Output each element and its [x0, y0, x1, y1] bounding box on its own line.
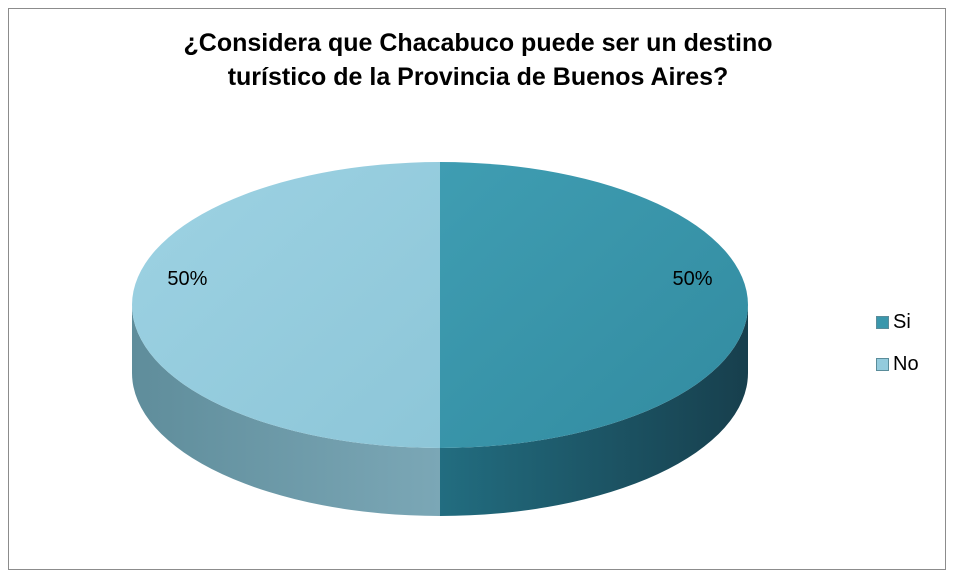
chart-title-line-1: ¿Considera que Chacabuco puede ser un de… — [183, 29, 773, 57]
pie-side-no — [132, 305, 440, 516]
legend-swatch-no — [876, 357, 889, 371]
chart-title-line-2: turístico de la Provincia de Buenos Aire… — [227, 63, 729, 91]
pie-side-si — [440, 305, 748, 516]
chart-title: ¿Considera que Chacabuco puede ser un de… — [0, 26, 956, 94]
legend: Si No — [876, 307, 919, 391]
legend-item-no: No — [876, 349, 919, 379]
legend-label-si: Si — [893, 310, 911, 333]
data-label-si: 50% — [673, 268, 713, 290]
pie-slice-no — [132, 162, 440, 448]
legend-label-no: No — [893, 352, 919, 375]
legend-swatch-si — [876, 315, 889, 329]
pie-slice-si — [440, 162, 748, 448]
legend-item-si: Si — [876, 307, 919, 337]
data-label-no: 50% — [167, 268, 207, 290]
